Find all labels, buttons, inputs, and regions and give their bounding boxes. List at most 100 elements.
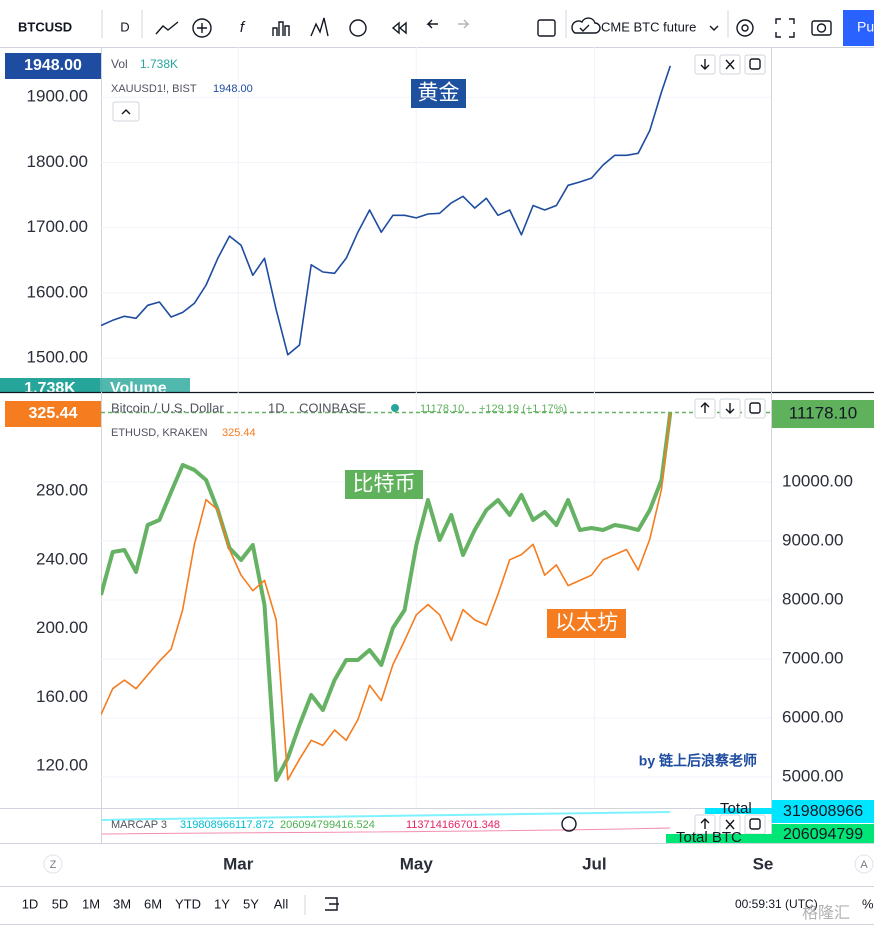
x-tick-label: Jul <box>582 854 607 873</box>
btc-price-tag-label: 11178.10 <box>789 403 857 422</box>
total-btc-value: 206094799 <box>783 826 863 843</box>
total-btc-label: Total BTC <box>676 829 742 846</box>
range-button[interactable]: 1D <box>22 896 39 911</box>
settings-icon[interactable] <box>736 19 754 37</box>
btc-annotation: 比特币 <box>353 473 416 496</box>
y-tick-label: 120.00 <box>36 756 88 775</box>
author-credit: by 链上后浪蔡老师 <box>639 753 757 769</box>
maximize-button[interactable] <box>744 54 766 75</box>
range-button[interactable]: YTD <box>175 896 201 911</box>
marcap-value: 206094799416.524 <box>280 819 375 831</box>
y2-tick-label: 6000.00 <box>782 707 843 726</box>
gold-legend-value: 1948.00 <box>213 83 253 95</box>
range-button[interactable]: 1Y <box>214 896 230 911</box>
y-tick-label: 160.00 <box>36 687 88 706</box>
cloud-icon[interactable] <box>571 17 601 34</box>
y-tick-label: 240.00 <box>36 549 88 568</box>
scale-button-label[interactable]: A <box>860 859 868 871</box>
publish-label[interactable]: Pu <box>857 19 874 35</box>
time-axis: Mar May Jul Se <box>223 854 773 873</box>
marcap-strip: MARCAP 3 319808966117.872 206094799416.5… <box>101 800 874 846</box>
bottom-bar <box>0 886 874 934</box>
y-tick-label: 1600.00 <box>27 282 88 301</box>
goto-date-icon[interactable] <box>325 897 339 911</box>
total-btc-value-tag <box>772 824 874 843</box>
alert-icon[interactable] <box>349 19 367 37</box>
eth-legend-value: 325.44 <box>222 427 256 439</box>
total-label: Total <box>720 800 752 817</box>
y2-tick-label: 9000.00 <box>782 530 843 549</box>
y-tick-label: 1500.00 <box>27 348 88 367</box>
compare-icon[interactable] <box>310 17 329 37</box>
interval[interactable]: D <box>120 19 129 34</box>
plot-lines <box>101 65 771 782</box>
btc-change: +129.19 (+1.17%) <box>479 403 567 415</box>
scale-button[interactable] <box>854 854 874 874</box>
eth-legend: ETHUSD, KRAKEN <box>111 427 208 439</box>
undo-icon[interactable] <box>426 19 438 29</box>
range-button[interactable]: All <box>274 896 289 911</box>
grid: 120.00 160.00 200.00 240.00 280.00 5000.00 600… <box>36 392 853 808</box>
redo-icon[interactable] <box>458 19 470 29</box>
btc-annotation-box <box>345 470 423 499</box>
gold-annotation: 黄金 <box>418 82 460 105</box>
x-tick-label: Se <box>753 854 774 873</box>
symbol[interactable]: BTCUSD <box>18 19 72 34</box>
add-icon[interactable] <box>192 18 212 38</box>
y-tick-label: 1900.00 <box>27 87 88 106</box>
template-icon[interactable] <box>272 21 290 36</box>
gold-annotation-box <box>411 79 466 108</box>
y2-tick-label: 5000.00 <box>782 767 843 786</box>
y2-tick-label: 7000.00 <box>782 648 843 667</box>
chart-type-icon[interactable] <box>155 21 179 35</box>
x-tick-label: Mar <box>223 854 254 873</box>
y2-tick-label: 10000.00 <box>782 471 853 490</box>
volume-legend-value: 1.738K <box>140 57 178 71</box>
btc-price-tag <box>772 400 874 428</box>
layout-icon[interactable] <box>537 19 556 37</box>
y-tick-label: 1700.00 <box>27 217 88 236</box>
total-btc-tag <box>666 834 772 843</box>
range-button[interactable]: 6M <box>144 896 162 911</box>
total-value-tag <box>772 800 874 823</box>
eth-price-tag-label: 325.44 <box>29 405 78 422</box>
y-tick-label: 280.00 <box>36 480 88 499</box>
watermark: 格隆汇 <box>802 904 850 922</box>
volume-legend: Vol <box>111 57 128 71</box>
compare-symbol[interactable]: CME BTC future <box>601 19 696 34</box>
pane-buttons <box>694 398 766 419</box>
reset-icon[interactable] <box>561 816 577 832</box>
y2-tick-label: 8000.00 <box>782 589 843 608</box>
series-line <box>101 65 672 356</box>
maximize-button[interactable] <box>744 398 766 419</box>
btc-last: 11178.10 <box>420 403 464 415</box>
x-tick-label: May <box>400 854 434 873</box>
replay-icon[interactable] <box>391 21 407 35</box>
maximize-button[interactable] <box>744 814 766 835</box>
eth-price-tag <box>5 401 101 427</box>
total-value: 319808966 <box>783 803 863 820</box>
eth-annotation: 以太坊 <box>555 612 618 635</box>
range-button[interactable]: 3M <box>113 896 131 911</box>
snapshot-icon[interactable] <box>811 20 832 36</box>
fullscreen-icon[interactable] <box>775 18 795 38</box>
scale-button-label[interactable]: Z <box>50 859 57 871</box>
gold-price-tag-label: 1948.00 <box>24 57 82 74</box>
range-button[interactable]: 5D <box>52 896 69 911</box>
btc-legend: Bitcoin / U.S. Dollar <box>111 400 224 415</box>
range-buttons: 1D 5D 1M 3M 6M YTD 1Y 5Y All <box>22 896 289 911</box>
range-button[interactable]: 1M <box>82 896 100 911</box>
scale-button[interactable] <box>43 854 63 874</box>
btc-interval: 1D <box>268 400 285 415</box>
y-tick-label: 200.00 <box>36 618 88 637</box>
indicator-icon[interactable]: f <box>240 19 246 36</box>
gold-price-tag <box>5 53 101 79</box>
total-tag <box>705 808 772 814</box>
range-button[interactable]: 5Y <box>243 896 259 911</box>
collapse-icon[interactable] <box>121 109 131 115</box>
publish-button[interactable] <box>843 10 874 46</box>
percent-toggle[interactable]: % <box>862 896 874 911</box>
collapse-button[interactable] <box>112 101 140 122</box>
marcap-value: 113714166701.348 <box>406 819 500 831</box>
